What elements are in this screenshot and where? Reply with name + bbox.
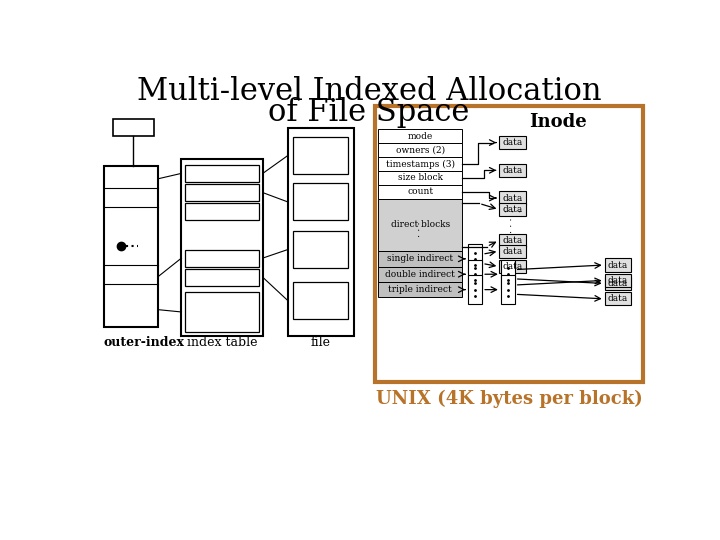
Bar	[375, 106, 644, 382]
Bar	[104, 166, 158, 327]
Text: single indirect: single indirect	[387, 254, 453, 264]
Text: data: data	[608, 294, 628, 303]
Text: data: data	[503, 236, 523, 245]
Text: size block: size block	[397, 173, 443, 183]
Text: · · ·: · · ·	[503, 208, 521, 218]
Text: data: data	[503, 262, 523, 271]
Bar	[499, 234, 526, 247]
Bar	[378, 199, 462, 251]
Bar	[378, 251, 462, 267]
Text: owners (2): owners (2)	[395, 146, 445, 155]
Text: data: data	[608, 279, 628, 288]
Text: data: data	[608, 276, 628, 285]
Bar	[499, 260, 526, 273]
Bar	[378, 185, 462, 199]
Text: data: data	[503, 205, 523, 214]
Bar	[605, 259, 631, 272]
Bar	[185, 184, 259, 201]
Text: file: file	[310, 336, 330, 349]
Bar	[500, 275, 515, 304]
Text: · · ·: · · ·	[415, 221, 425, 237]
Text: count: count	[407, 187, 433, 197]
Text: data: data	[503, 193, 523, 202]
Text: index table: index table	[187, 336, 257, 349]
Text: · · ·: · · ·	[508, 217, 517, 233]
Bar	[499, 203, 526, 216]
Text: data: data	[503, 247, 523, 255]
Bar	[500, 260, 515, 289]
Text: Inode: Inode	[528, 112, 586, 131]
Text: data: data	[503, 138, 523, 147]
Text: UNIX (4K bytes per block): UNIX (4K bytes per block)	[376, 390, 643, 408]
Bar	[468, 260, 482, 289]
Bar	[378, 130, 462, 143]
Bar	[287, 128, 354, 336]
Bar	[185, 292, 259, 332]
Bar	[378, 171, 462, 185]
Text: mode: mode	[408, 132, 433, 141]
Bar	[293, 231, 348, 268]
Bar	[499, 245, 526, 258]
Text: Multi-level Indexed Allocation: Multi-level Indexed Allocation	[137, 76, 601, 107]
Bar	[185, 269, 259, 286]
Text: outer-index: outer-index	[104, 336, 185, 349]
Bar	[499, 164, 526, 177]
Text: of File Space: of File Space	[269, 97, 469, 128]
Bar	[293, 184, 348, 220]
Text: direct blocks: direct blocks	[390, 220, 450, 230]
Bar	[378, 143, 462, 157]
Text: timestamps (3): timestamps (3)	[386, 159, 454, 168]
Bar	[468, 244, 482, 273]
Bar	[378, 157, 462, 171]
Bar	[468, 275, 482, 304]
Bar	[605, 292, 631, 306]
Text: triple indirect: triple indirect	[388, 285, 452, 294]
Text: double indirect: double indirect	[385, 270, 455, 279]
Bar	[185, 249, 259, 267]
Bar	[293, 282, 348, 319]
Bar	[378, 282, 462, 298]
Bar	[499, 136, 526, 149]
Bar	[378, 267, 462, 282]
Text: data: data	[608, 260, 628, 269]
Bar	[185, 204, 259, 220]
Text: data: data	[503, 166, 523, 175]
Bar	[605, 277, 631, 290]
Bar	[293, 137, 348, 174]
Bar	[181, 159, 263, 336]
Bar	[113, 119, 153, 136]
Bar	[185, 165, 259, 182]
Bar	[499, 192, 526, 205]
Bar	[605, 274, 631, 287]
